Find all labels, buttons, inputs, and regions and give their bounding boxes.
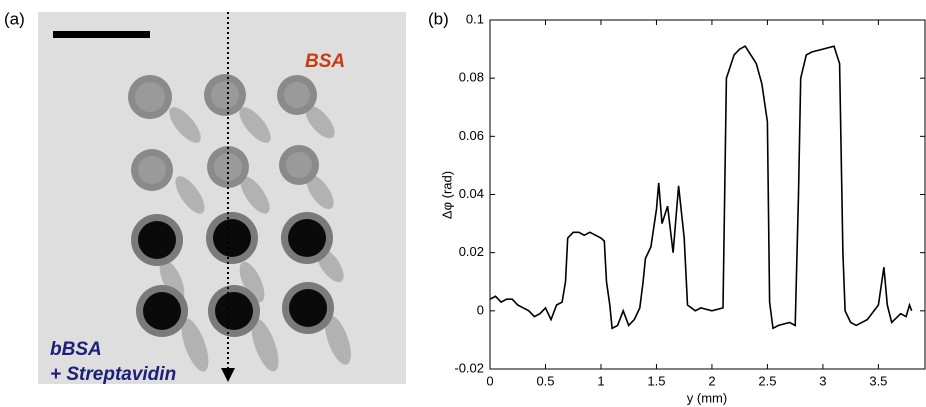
- image-panel: [38, 12, 406, 384]
- panel-label: (a): [4, 9, 25, 28]
- y-tick-label: 0.02: [459, 244, 484, 259]
- x-tick-label: 3: [819, 373, 826, 388]
- scan-arrow: [221, 368, 235, 382]
- y-tick-label: 0.04: [459, 186, 484, 201]
- tails: [159, 105, 351, 372]
- x-tick-label: 1.5: [647, 373, 665, 388]
- y-axis-label: Δφ (rad): [439, 171, 454, 219]
- chart-title: (b): [428, 9, 449, 28]
- scale-bar: [53, 31, 150, 38]
- annotation: BSA: [305, 51, 345, 72]
- x-tick-label: 0.5: [536, 373, 554, 388]
- y-tick-label: 0.1: [466, 11, 484, 26]
- x-axis-label: y (mm): [687, 390, 727, 405]
- y-tick-label: 0.08: [459, 70, 484, 85]
- x-tick-label: 2.5: [758, 373, 776, 388]
- annotation: + Streptavidin: [50, 364, 176, 385]
- x-tick-label: 3.5: [869, 373, 887, 388]
- y-tick-label: -0.02: [454, 360, 484, 375]
- annotation: bBSA: [50, 339, 102, 360]
- data-line: [489, 45, 913, 330]
- plot-frame: [489, 19, 926, 370]
- y-tick-label: 0: [477, 302, 484, 317]
- y-tick-label: 0.06: [459, 128, 484, 143]
- x-tick-label: 2: [708, 373, 715, 388]
- spots: [128, 74, 334, 337]
- x-tick-label: 1: [597, 373, 604, 388]
- x-tick-label: 0: [486, 373, 493, 388]
